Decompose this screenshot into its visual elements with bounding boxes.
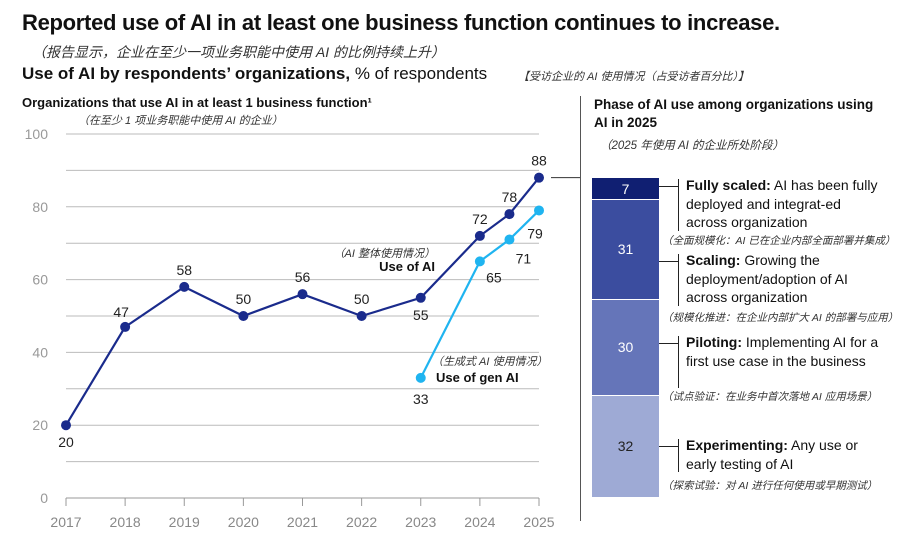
segment-desc-text: Any use or early testing of AI	[686, 437, 858, 472]
y-tick-label: 100	[25, 126, 49, 142]
segment-value: 7	[621, 180, 630, 197]
data-point	[179, 281, 190, 292]
bar-segment-experimenting: 32	[592, 395, 659, 497]
series-label-cn: （生成式 AI 使用情况）	[432, 355, 548, 368]
segment-desc-cn: （探索试验：对 AI 进行任何使用或早期测试）	[662, 480, 878, 492]
series-line-ai	[65, 176, 540, 426]
x-tick-label: 2019	[169, 514, 200, 530]
series-label: Use of gen AI	[436, 370, 519, 385]
data-label: 33	[413, 391, 429, 407]
data-point	[474, 230, 485, 241]
data-label: 78	[502, 189, 518, 205]
segment-desc-text: AI has been fully deployed and integrat-…	[686, 177, 878, 230]
figure-title-cn: （报告显示，企业在至少一项业务职能中使用 AI 的比例持续上升）	[32, 44, 446, 60]
segment-description: Experimenting: Any use or early testing …	[686, 436, 886, 473]
bracket-line	[678, 439, 679, 472]
segment-description: Scaling: Growing the deployment/adoption…	[686, 251, 886, 307]
data-point	[534, 172, 544, 183]
segment-label: Fully scaled:	[686, 177, 771, 193]
subtitle-unit: % of respondents	[350, 64, 488, 83]
data-point	[120, 321, 131, 332]
bracket-tick	[659, 343, 678, 344]
segment-value: 30	[617, 339, 634, 356]
line-chart-title-cn: （在至少 1 项业务职能中使用 AI 的企业）	[78, 115, 283, 127]
segment-desc-cn: （规模化推进：在企业内部扩大 AI 的部署与应用）	[662, 312, 899, 324]
data-point	[415, 292, 426, 303]
data-point	[474, 256, 485, 267]
y-tick-label: 60	[32, 272, 48, 288]
data-label: 55	[413, 307, 429, 323]
line-chart: 0 20 40 60 80 100 2017 2018 2019 2020 2021 2022 2023…	[25, 126, 580, 530]
bracket-tick	[659, 446, 678, 447]
segment-value: 32	[617, 438, 634, 455]
panel-divider	[580, 96, 581, 521]
segment-desc-cn: （全面规模化：AI 已在企业内部全面部署并集成）	[662, 235, 896, 247]
data-label: 47	[113, 304, 129, 320]
y-tick-label: 40	[32, 344, 48, 360]
y-tick-label: 20	[32, 417, 48, 433]
segment-label: Piloting:	[686, 334, 742, 350]
x-tick-label: 2017	[50, 514, 81, 530]
data-point	[504, 209, 515, 220]
bar-segment-piloting: 30	[592, 299, 659, 395]
y-tick-label: 0	[40, 490, 48, 506]
figure-subtitle: Use of AI by respondents’ organizations,…	[22, 64, 487, 84]
data-label: 88	[531, 153, 547, 169]
data-label: 71	[516, 251, 532, 267]
figure-title: Reported use of AI in at least one busin…	[22, 10, 780, 35]
data-label: 20	[58, 434, 74, 450]
series-label: Use of AI	[379, 259, 435, 274]
data-label: 72	[472, 211, 488, 227]
bracket-tick	[659, 261, 678, 262]
segment-value: 31	[617, 241, 634, 258]
x-tick-label: 2024	[464, 514, 495, 530]
x-tick-label: 2023	[405, 514, 436, 530]
x-tick-label: 2018	[110, 514, 141, 530]
segment-label: Scaling:	[686, 252, 741, 268]
bar-chart-title: Phase of AI use among organizations usin…	[594, 97, 874, 130]
bar-segment-scaling: 31	[592, 200, 659, 299]
line-chart-title: Organizations that use AI in at least 1 …	[22, 95, 372, 110]
x-tick-label: 2022	[346, 514, 377, 530]
subtitle-bold: Use of AI by respondents’ organizations,	[22, 64, 351, 83]
segment-description: Fully scaled: AI has been fully deployed…	[686, 176, 886, 232]
data-label: 56	[295, 269, 311, 285]
data-label: 50	[354, 291, 370, 307]
data-point	[61, 420, 71, 431]
segment-label: Experimenting:	[686, 437, 788, 453]
x-tick-label: 2020	[228, 514, 259, 530]
data-point	[504, 234, 515, 245]
bracket-line	[678, 254, 679, 306]
segment-desc-text: Implementing AI for a first use case in …	[686, 334, 879, 369]
data-label: 58	[176, 262, 192, 278]
bar-chart-title-cn: （2025 年使用 AI 的企业所处阶段）	[600, 140, 785, 152]
series-line-gen-ai	[419, 209, 540, 379]
data-label: 65	[486, 269, 502, 285]
data-point	[238, 311, 249, 321]
data-label: 79	[527, 225, 543, 241]
figure-subtitle-cn: 【受访企业的 AI 使用情况（占受访者百分比）】	[518, 71, 750, 83]
bracket-line	[678, 179, 679, 231]
data-point	[297, 289, 308, 300]
segment-desc-cn: （试点验证：在业务中首次落地 AI 应用场景）	[662, 391, 878, 403]
bracket-tick	[659, 186, 678, 187]
segment-desc-text: Growing the deployment/adoption of AI ac…	[686, 252, 848, 305]
data-label: 50	[236, 291, 252, 307]
series-label-cn: （AI 整体使用情况）	[334, 247, 435, 260]
data-point	[534, 205, 544, 216]
y-tick-label: 80	[32, 199, 48, 215]
bracket-line	[678, 336, 679, 388]
x-tick-label: 2025	[523, 514, 554, 530]
bar-segment-fully-scaled: 7	[592, 178, 659, 200]
data-point	[415, 372, 426, 383]
data-point	[356, 311, 367, 321]
segment-description: Piloting: Implementing AI for a first us…	[686, 333, 886, 370]
x-tick-label: 2021	[287, 514, 318, 530]
